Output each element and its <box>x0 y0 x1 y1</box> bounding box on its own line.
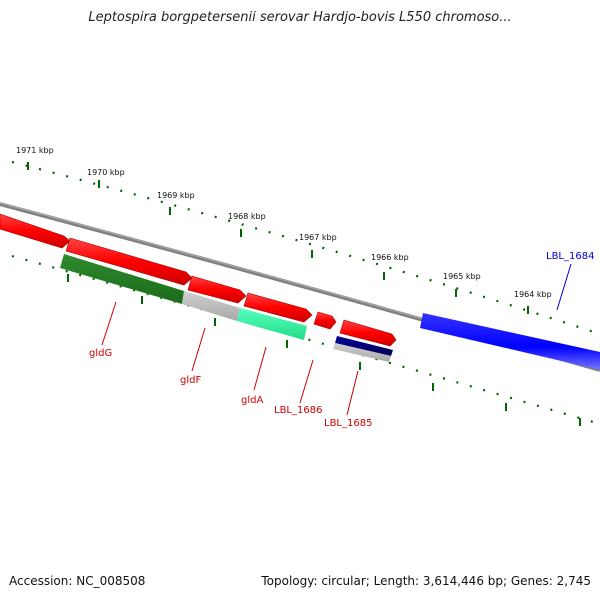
gene-label-lbl-1684[interactable]: LBL_1684 <box>546 251 594 262</box>
kbp-label: 1967 kbp <box>299 233 337 242</box>
gene-label-lbl-1685[interactable]: LBL_1685 <box>324 418 372 429</box>
inner-ticks <box>67 274 581 426</box>
gene-labels: gldG gldF gldA LBL_1686 LBL_1685 LBL_168… <box>89 251 594 429</box>
kbp-label: 1964 kbp <box>514 290 552 299</box>
kbp-label: 1966 kbp <box>371 253 409 262</box>
leader-line <box>299 359 314 404</box>
leader-line <box>191 327 206 372</box>
kbp-label: 1970 kbp <box>87 168 125 177</box>
leader-line <box>101 301 117 346</box>
kbp-label: 1968 kbp <box>228 212 266 221</box>
map-title: Leptospira borgpetersenii serovar Hardjo… <box>88 10 512 25</box>
gene-label-gldg[interactable]: gldG <box>89 348 112 359</box>
gene-bar-lbl-1685-grey[interactable] <box>333 343 391 362</box>
leader-line <box>556 263 572 311</box>
leader-line <box>253 346 267 391</box>
gene-label-gldf[interactable]: gldF <box>180 375 201 386</box>
gene-label-lbl-1686[interactable]: LBL_1686 <box>274 405 322 416</box>
lower-features <box>60 254 393 362</box>
gene-bar-glda[interactable] <box>237 308 307 340</box>
kbp-scale: 1971 kbp 1970 kbp 1969 kbp 1968 kbp 1967… <box>16 146 552 314</box>
gene-label-glda[interactable]: gldA <box>241 395 263 406</box>
leader-lines <box>101 263 572 416</box>
kbp-label: 1965 kbp <box>443 272 481 281</box>
gene-arrow[interactable] <box>313 311 337 330</box>
topology-text: Topology: circular; Length: 3,614,446 bp… <box>261 574 591 588</box>
gene-bar-gldg[interactable] <box>60 254 184 304</box>
gene-arrow[interactable] <box>65 237 193 286</box>
ruler-inner-track <box>11 254 600 426</box>
leader-line <box>346 370 359 416</box>
accession-text: Accession: NC_008508 <box>9 574 146 588</box>
gene-arrow[interactable] <box>187 275 247 304</box>
kbp-label: 1969 kbp <box>157 191 195 200</box>
gene-bar-lbl-1685-navy[interactable] <box>335 336 393 356</box>
gene-arrow[interactable] <box>0 213 71 249</box>
gene-bar-lbl-1684[interactable] <box>420 313 600 370</box>
kbp-label: 1971 kbp <box>16 146 54 155</box>
gene-arrow[interactable] <box>243 292 313 323</box>
forward-genes <box>0 213 397 347</box>
gene-arrow[interactable] <box>339 319 397 347</box>
gene-bar-gldf[interactable] <box>182 291 240 321</box>
